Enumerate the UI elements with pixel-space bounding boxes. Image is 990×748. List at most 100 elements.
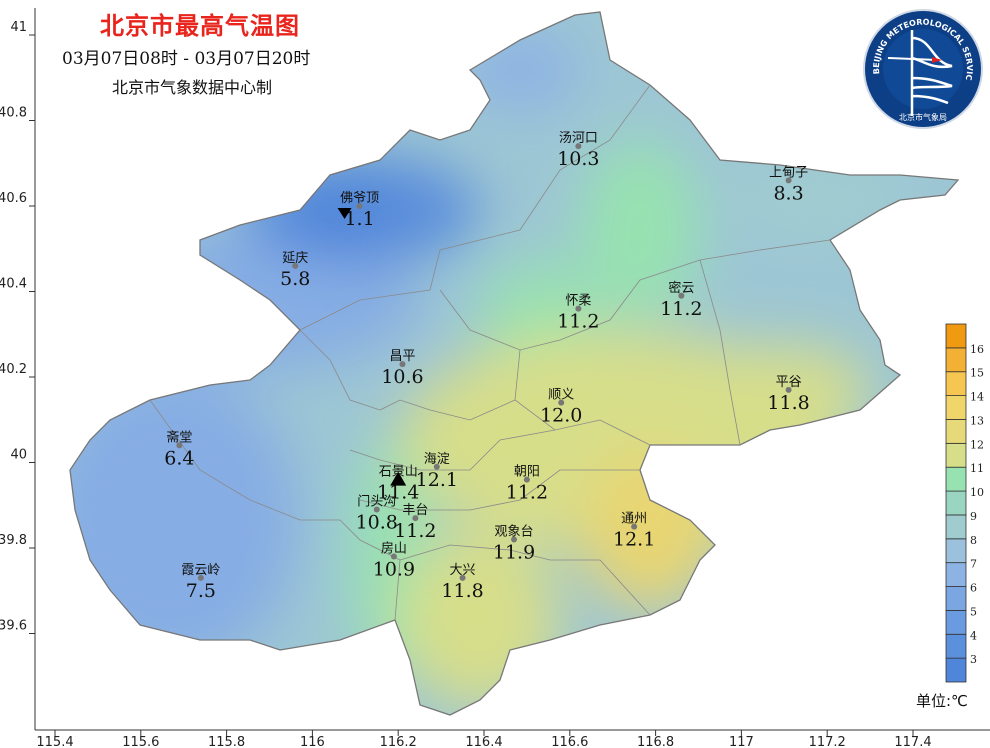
station-dot [390, 553, 397, 560]
station-2[interactable]: 佛爷顶 1.1 [337, 191, 380, 230]
station-dot [433, 463, 440, 470]
station-19[interactable]: 大兴 11.8 [441, 563, 483, 602]
beijing-meteorological-service-logo: BEIJING METEOROLOGICAL SERVICE 北京市气象局 [862, 8, 983, 129]
station-dot [292, 262, 299, 269]
station-0[interactable]: 汤河口 10.3 [557, 131, 599, 170]
station-16[interactable]: 通州 12.1 [613, 512, 655, 551]
station-12[interactable]: 朝阳 11.2 [506, 465, 548, 504]
station-3[interactable]: 延庆 5.8 [280, 251, 310, 290]
station-value: 1.1 [344, 208, 374, 230]
station-dot [631, 523, 638, 530]
station-13[interactable]: 门头沟 10.8 [356, 495, 398, 534]
max-temperature-marker-icon [390, 471, 407, 486]
station-11[interactable]: 石景山11.4 [377, 465, 419, 504]
station-name: 昌平 [389, 349, 415, 364]
station-name: 怀柔 [565, 294, 591, 309]
station-name: 汤河口 [559, 131, 598, 146]
y-tick-label: 39.8 [0, 533, 27, 548]
station-name: 平谷 [776, 375, 802, 390]
station-value: 11.9 [493, 541, 535, 563]
legend-swatch [945, 538, 967, 564]
station-name: 斋堂 [166, 429, 192, 445]
station-17[interactable]: 霞云岭 7.5 [181, 563, 220, 602]
station-15[interactable]: 观象台 11.9 [493, 524, 535, 563]
map-axes [34, 8, 990, 731]
station-value: 10.6 [381, 366, 423, 388]
legend-label: 6 [970, 582, 977, 595]
legend-label: 16 [970, 343, 984, 356]
station-name: 密云 [668, 280, 694, 296]
legend-swatch [945, 347, 967, 373]
station-name: 观象台 [495, 524, 534, 539]
legend-swatch [945, 419, 967, 444]
station-name: 海淀 [424, 452, 450, 467]
station-dot [785, 386, 792, 393]
station-dot [412, 515, 419, 522]
legend-swatch [945, 633, 967, 659]
station-name: 佛爷顶 [340, 191, 379, 206]
station-6[interactable]: 昌平 10.6 [381, 349, 423, 388]
x-tick-label: 115.4 [36, 735, 73, 748]
x-tick-label: 117.2 [809, 735, 846, 748]
station-18[interactable]: 房山 10.9 [373, 541, 415, 581]
station-value: 6.4 [164, 447, 194, 469]
station-dot [558, 399, 565, 406]
station-name: 延庆 [282, 251, 308, 266]
station-value: 11.4 [377, 482, 419, 504]
legend-label: 14 [970, 391, 984, 404]
station-dot [356, 203, 363, 209]
station-value: 7.5 [186, 580, 216, 602]
station-dot [575, 305, 582, 312]
station-name: 房山 [381, 541, 407, 557]
x-tick-label: 117 [729, 735, 754, 748]
station-8[interactable]: 顺义 12.0 [540, 388, 582, 427]
station-7[interactable]: 平谷 11.8 [767, 375, 809, 414]
station-14[interactable]: 丰台 11.2 [394, 503, 436, 542]
y-tick-label: 40.4 [0, 277, 27, 292]
station-5[interactable]: 密云 11.2 [660, 280, 702, 320]
x-tick-label: 115.8 [208, 735, 245, 748]
station-name: 顺义 [548, 388, 574, 403]
station-value: 10.3 [557, 148, 599, 170]
legend-label: 10 [970, 486, 984, 499]
legend-swatch [945, 610, 967, 635]
legend-label: 12 [970, 438, 984, 451]
station-10[interactable]: 海淀 12.1 [416, 452, 458, 491]
legend-label: 15 [970, 367, 984, 380]
x-tick-label: 116.6 [551, 735, 588, 748]
color-legend: 3 4 5 6 7 8 9 10 11 12 13 14 15 16 [945, 323, 984, 683]
station-dot [575, 143, 582, 150]
station-dot [523, 476, 530, 483]
legend-label: 11 [970, 462, 984, 475]
x-tick-label: 116.4 [465, 735, 502, 748]
station-value: 11.2 [557, 311, 599, 333]
station-dot [785, 177, 792, 184]
station-9[interactable]: 斋堂 6.4 [164, 429, 194, 469]
station-name: 大兴 [450, 563, 476, 578]
x-tick-label: 116.8 [637, 735, 674, 748]
station-dot [459, 574, 466, 581]
station-name: 丰台 [402, 503, 428, 518]
time-period: 03月07日08时 - 03月07日20时 [62, 49, 311, 69]
station-name: 霞云岭 [181, 563, 220, 578]
y-tick-label: 40 [10, 448, 27, 463]
x-tick-label: 117.4 [894, 735, 931, 748]
legend-swatch [945, 514, 967, 540]
station-value: 11.2 [394, 520, 436, 542]
x-tick-label: 116 [300, 735, 325, 748]
station-dot [176, 442, 183, 449]
legend-label: 9 [970, 510, 977, 523]
legend-label: 3 [970, 653, 977, 666]
y-tick-label: 40.2 [0, 362, 27, 377]
station-dot [197, 574, 204, 581]
legend-label: 7 [970, 558, 977, 571]
station-4[interactable]: 怀柔 11.2 [557, 294, 599, 333]
legend-swatch [945, 657, 967, 683]
legend-swatch [945, 442, 967, 468]
legend-label: 8 [970, 534, 977, 547]
station-dot [399, 361, 406, 368]
station-1[interactable]: 上甸子 8.3 [769, 165, 808, 204]
station-value: 12.1 [613, 529, 655, 551]
